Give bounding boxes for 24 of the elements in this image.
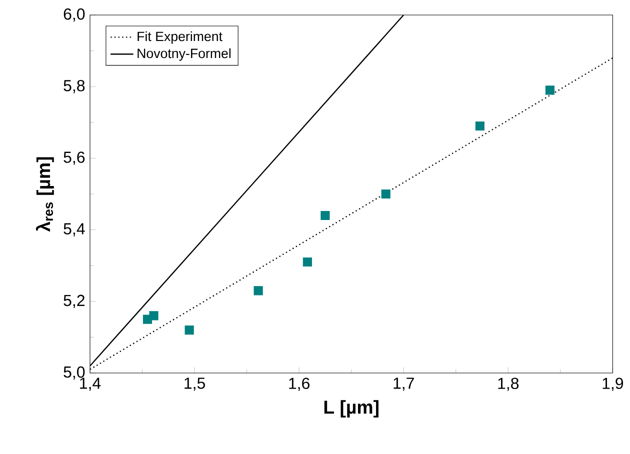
x-tick-label: 1,7 xyxy=(394,378,414,391)
x-tick-label: 1,8 xyxy=(498,378,519,391)
x-axis-title: L [µm] xyxy=(324,400,378,418)
y-tick-label: 5,6 xyxy=(64,152,85,165)
y-tick-label: 5,4 xyxy=(64,223,85,236)
legend-label: Fit Experiment xyxy=(138,31,222,44)
point xyxy=(320,210,330,220)
x-tick-label: 1,5 xyxy=(184,378,205,391)
x-tick-label: 1,4 xyxy=(80,378,101,391)
point xyxy=(149,311,158,320)
point xyxy=(545,86,554,95)
point xyxy=(184,326,194,335)
point xyxy=(302,257,312,267)
y-tick-label: 5,8 xyxy=(64,80,85,94)
x-tick-label: 1,6 xyxy=(289,378,310,391)
legend-label: Novotny-Formel xyxy=(138,48,231,61)
point xyxy=(381,189,390,199)
point xyxy=(254,286,263,296)
y-axis-title: λ$_{res}$ [µm] xyxy=(36,157,54,232)
point xyxy=(475,121,484,131)
y-tick-label: 6,0 xyxy=(64,8,85,22)
y-tick-label: 5,0 xyxy=(64,366,85,380)
x-tick-label: 1,9 xyxy=(602,378,624,391)
y-tick-label: 5,2 xyxy=(64,294,84,308)
